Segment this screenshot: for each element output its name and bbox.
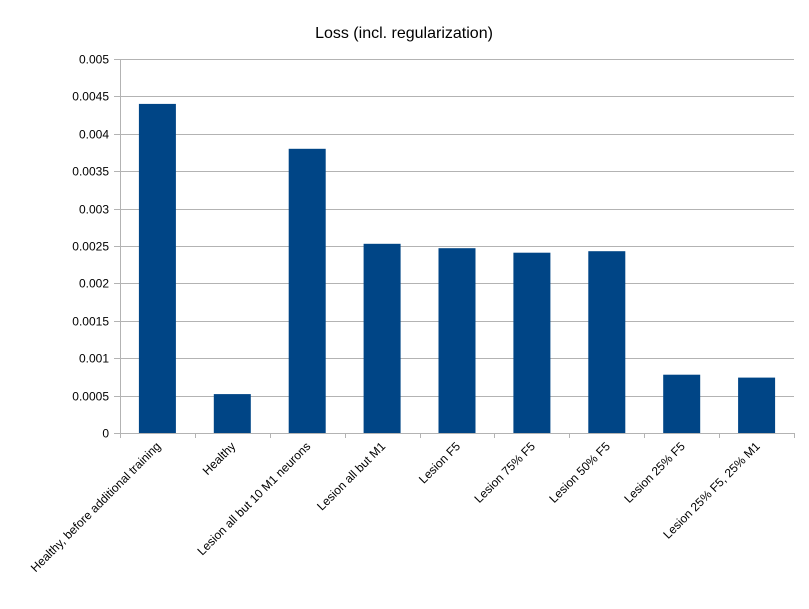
- bars: [138, 103, 776, 434]
- y-tick-label: 0.002: [79, 277, 109, 291]
- bar: [513, 252, 551, 433]
- bar: [213, 394, 251, 433]
- x-axis-ticks: Healthy, before additional training Healt…: [28, 439, 763, 575]
- y-tick-label: 0.0005: [72, 390, 109, 404]
- y-tick-label: 0.003: [79, 203, 109, 217]
- gridlines: [114, 59, 794, 397]
- y-tick-label: 0.0025: [72, 240, 109, 254]
- y-tick-label: 0.0045: [72, 90, 109, 104]
- x-tick-label: Lesion F5: [416, 439, 463, 486]
- bar: [363, 243, 401, 433]
- axes: [114, 59, 795, 438]
- x-tick-label: Lesion 50% F5: [546, 439, 613, 506]
- bar: [138, 103, 176, 434]
- y-tick-label: 0.001: [79, 352, 109, 366]
- bar: [588, 251, 626, 433]
- bar: [288, 148, 326, 434]
- y-tick-label: 0.0035: [72, 165, 109, 179]
- y-tick-label: 0.005: [79, 53, 109, 67]
- chart-title: Loss (incl. regularization): [315, 25, 493, 42]
- y-tick-label: 0.004: [79, 128, 109, 142]
- bar: [438, 248, 476, 433]
- x-tick-label: Lesion 75% F5: [472, 439, 539, 506]
- x-tick-label: Lesion 25% F5: [621, 439, 688, 506]
- y-axis-ticks: 0 0.0005 0.001 0.0015 0.002 0.0025 0.003 0.0035…: [72, 53, 109, 441]
- y-tick-label: 0.0015: [72, 315, 109, 329]
- x-tick-label: Healthy: [200, 439, 239, 478]
- bar: [663, 374, 701, 433]
- bar: [738, 377, 776, 433]
- x-tick-label: Lesion all but M1: [314, 439, 388, 513]
- y-tick-label: 0: [102, 427, 109, 441]
- x-tick-label: Healthy, before additional training: [28, 439, 164, 575]
